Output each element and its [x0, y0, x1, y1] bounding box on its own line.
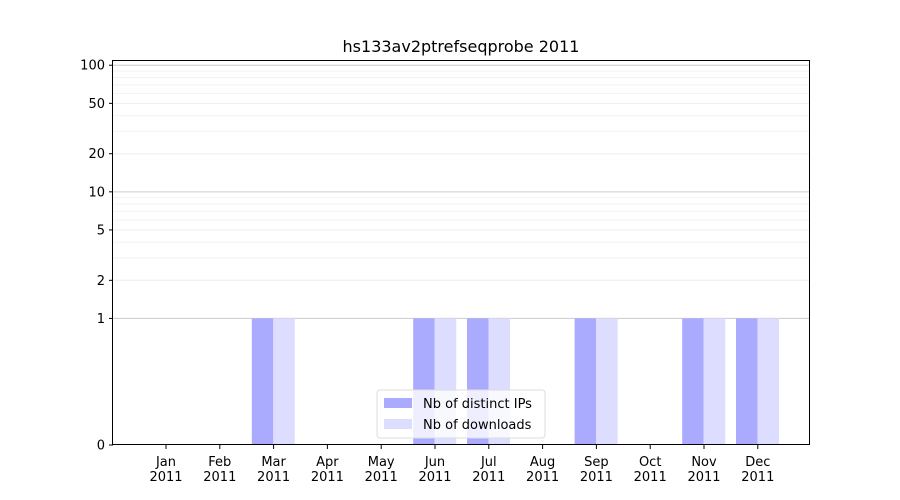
- legend-label: Nb of distinct IPs: [423, 397, 532, 412]
- bar-downloads: [703, 318, 726, 445]
- grid-lines: [113, 64, 810, 319]
- x-tick-label: Feb 2011: [203, 455, 236, 485]
- y-tick-label: 0: [97, 439, 105, 454]
- x-tick-label: Sep 2011: [580, 455, 613, 485]
- legend-label: Nb of downloads: [423, 418, 532, 433]
- y-tick-label: 2: [97, 274, 105, 289]
- x-axis: Jan 2011 Feb 2011 Mar 2011 Apr 2011 May 2011 Jun 20…: [149, 445, 774, 485]
- x-tick-label: Mar 2011: [257, 455, 290, 485]
- x-tick-label: May 2011: [365, 455, 398, 485]
- y-tick-label: 100: [80, 59, 105, 74]
- bar-downloads: [273, 318, 295, 445]
- bar-distinct-ips: [251, 318, 274, 445]
- bar-downloads: [757, 318, 779, 445]
- y-tick-label: 1: [97, 312, 105, 327]
- x-tick-label: Dec 2011: [741, 455, 774, 485]
- bar-downloads: [596, 318, 618, 445]
- x-tick-label: Apr 2011: [311, 455, 344, 485]
- chart-title: hs133av2ptrefseqprobe 2011: [343, 37, 580, 56]
- legend-swatch: [384, 398, 412, 408]
- bar-distinct-ips: [574, 318, 597, 445]
- x-tick-label: Nov 2011: [687, 455, 720, 485]
- x-tick-label: Oct 2011: [634, 455, 667, 485]
- y-tick-label: 5: [97, 223, 105, 238]
- y-tick-label: 50: [88, 97, 105, 112]
- x-tick-label: Jun 2011: [418, 455, 451, 485]
- plot-frame: [112, 60, 810, 445]
- x-tick-label: Jul 2011: [472, 455, 505, 485]
- bar-distinct-ips: [736, 318, 758, 445]
- bar-distinct-ips: [682, 318, 704, 445]
- y-tick-label: 10: [88, 185, 105, 200]
- x-tick-label: Jan 2011: [149, 455, 182, 485]
- legend: Nb of distinct IPs Nb of downloads: [376, 389, 546, 439]
- y-tick-label: 20: [88, 147, 105, 162]
- legend-box: [376, 389, 546, 439]
- legend-swatch: [384, 419, 412, 429]
- y-axis: 0 1 2 5 10 20 50 100: [80, 59, 113, 454]
- x-tick-label: Aug 2011: [526, 455, 559, 485]
